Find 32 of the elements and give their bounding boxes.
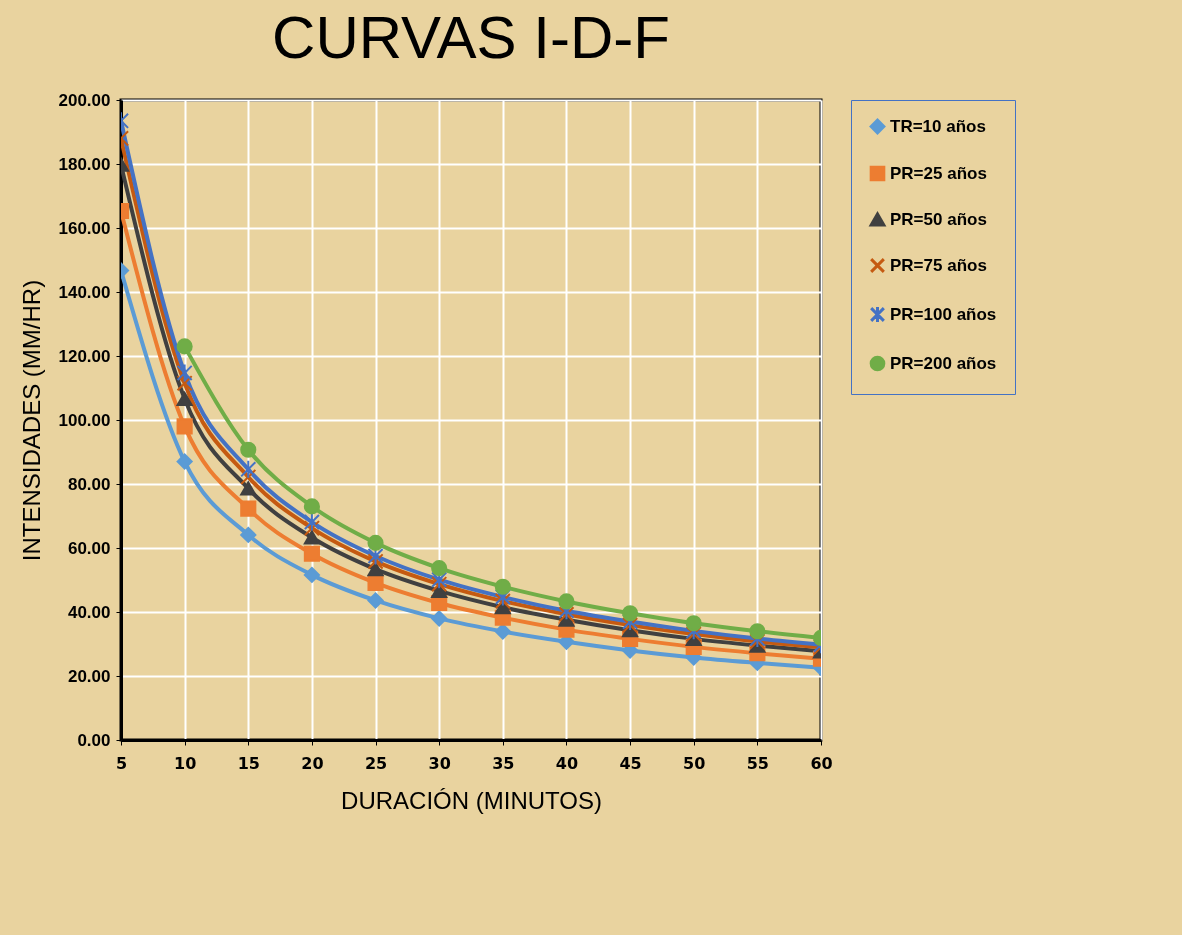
- x-tick-label: 25: [364, 753, 388, 773]
- y-tick-label: 200.00: [58, 90, 111, 110]
- y-tick-label: 140.00: [58, 282, 111, 302]
- x-tick-label: 40: [555, 753, 579, 773]
- x-tick-label: 35: [492, 753, 515, 773]
- y-tick-label: 40.00: [67, 602, 111, 622]
- x-tick-label: 60: [810, 753, 833, 773]
- x-tick-label: 10: [174, 753, 197, 773]
- y-tick-label: 0.00: [77, 730, 111, 750]
- legend-label: PR=75 años: [890, 255, 987, 275]
- y-tick-label: 160.00: [58, 218, 111, 238]
- legend-label: PR=200 años: [890, 353, 997, 373]
- x-tick-label: 30: [428, 753, 451, 773]
- x-tick-label: 5: [115, 753, 128, 773]
- legend-label: PR=25 años: [890, 163, 987, 183]
- y-axis-title: INTENSIDADES (MM/HR): [17, 279, 45, 562]
- y-tick-label: 20.00: [67, 666, 111, 686]
- y-tick-label: 80.00: [67, 474, 111, 494]
- legend-label: TR=10 años: [890, 116, 986, 136]
- x-tick-label: 20: [301, 753, 324, 773]
- chart-title: CURVAS I-D-F: [272, 4, 670, 71]
- y-tick-label: 100.00: [58, 410, 111, 430]
- x-tick-label: 55: [746, 753, 769, 773]
- x-axis-title: DURACIÓN (MINUTOS): [341, 786, 602, 814]
- y-tick-label: 180.00: [58, 154, 111, 174]
- y-tick-label: 60.00: [67, 538, 111, 558]
- y-tick-label: 120.00: [58, 346, 111, 366]
- legend-label: PR=50 años: [890, 209, 987, 229]
- x-tick-label: 15: [237, 753, 260, 773]
- legend-label: PR=100 años: [890, 304, 997, 324]
- x-tick-label: 50: [683, 753, 706, 773]
- x-tick-label: 45: [619, 753, 642, 773]
